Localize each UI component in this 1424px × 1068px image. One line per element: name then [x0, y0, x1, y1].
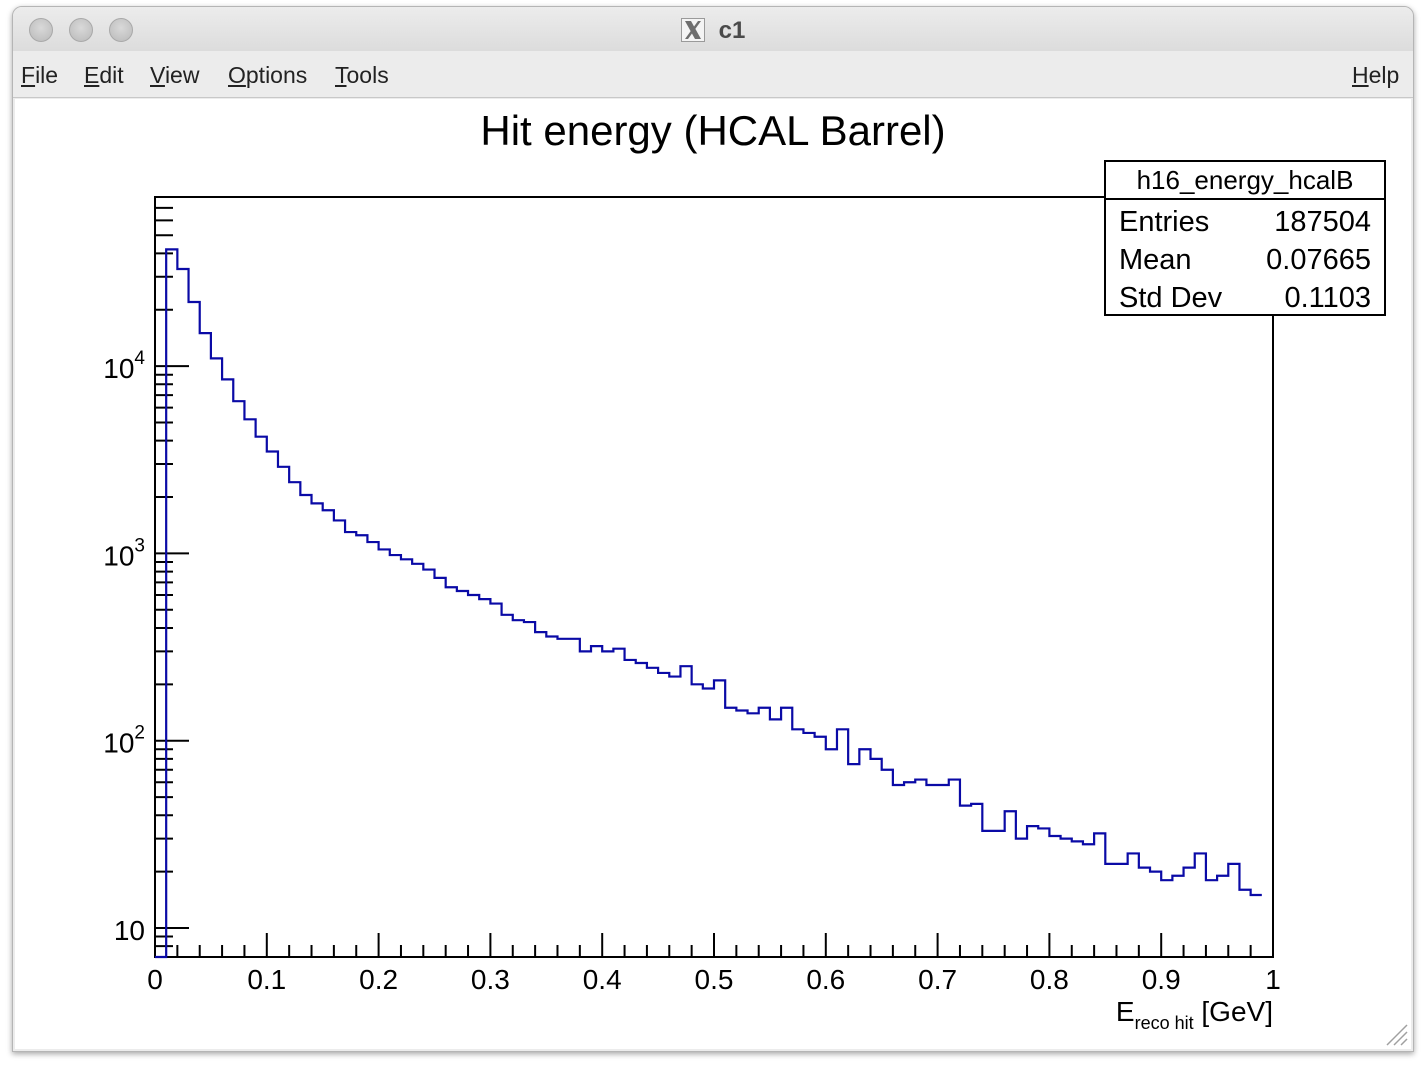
stats-entries-value: 187504 — [1274, 206, 1371, 238]
x-tick-label: 0.8 — [1030, 964, 1069, 995]
x-tick-label: 1 — [1265, 964, 1281, 995]
title-bar[interactable]: c1 — [13, 7, 1413, 51]
y-tick-labels: 10 102 103 104 — [103, 348, 145, 946]
stats-mean-label: Mean — [1119, 244, 1192, 276]
stats-histogram-name: h16_energy_hcalB — [1137, 165, 1354, 195]
zoom-window-button[interactable] — [109, 18, 133, 42]
menu-edit[interactable]: Edit — [84, 62, 124, 88]
x-tick-label: 0.4 — [583, 964, 622, 995]
stats-entries-label: Entries — [1119, 206, 1209, 238]
stats-box-frame — [1104, 160, 1386, 316]
plot-title: Hit energy (HCAL Barrel) — [480, 107, 945, 154]
histogram-plot: Hit energy (HCAL Barrel) 0 0.1 0.2 0.3 0.4 0.… — [103, 107, 1386, 1033]
y-tick-label: 10 — [114, 915, 145, 946]
x-tick-label: 0.6 — [806, 964, 845, 995]
y-tick-label: 104 — [103, 348, 145, 384]
menu-help[interactable]: Help — [1352, 62, 1400, 88]
stats-box[interactable]: h16_energy_hcalB Entries 187504 Mean 0.0… — [1104, 160, 1386, 316]
menu-bar: File Edit View Options Tools Help — [13, 51, 1413, 98]
menu-file[interactable]: File — [21, 62, 59, 88]
stats-stddev-value: 0.1103 — [1284, 282, 1371, 314]
x-tick-label: 0 — [147, 964, 163, 995]
minimize-window-button[interactable] — [69, 18, 93, 42]
x-tick-label: 0.9 — [1142, 964, 1181, 995]
window-title: c1 — [718, 17, 746, 44]
menu-view[interactable]: View — [150, 62, 200, 88]
root-canvas-window: c1 File Edit View Options Tools Help Hit… — [12, 6, 1414, 1052]
axis-ticks — [154, 196, 1274, 958]
histogram-line — [155, 248, 1262, 959]
close-window-button[interactable] — [29, 18, 53, 42]
x-tick-label: 0.1 — [247, 964, 286, 995]
stats-stddev-label: Std Dev — [1119, 282, 1223, 314]
plot-canvas[interactable]: Hit energy (HCAL Barrel) 0 0.1 0.2 0.3 0.4 0.… — [15, 99, 1411, 1049]
x-tick-label: 0.3 — [471, 964, 510, 995]
x-axis-title: Ereco hit [GeV] — [1116, 996, 1273, 1033]
x-tick-label: 0.7 — [918, 964, 957, 995]
y-tick-label: 103 — [103, 535, 145, 571]
x-tick-labels: 0 0.1 0.2 0.3 0.4 0.5 0.6 0.7 0.8 0.9 1 — [147, 964, 1281, 995]
window-title-group: c1 — [13, 17, 1413, 45]
menu-tools[interactable]: Tools — [335, 62, 389, 88]
menu-options[interactable]: Options — [228, 62, 308, 88]
resize-grip-icon[interactable] — [1383, 1021, 1409, 1047]
y-tick-label: 102 — [103, 723, 145, 759]
x-tick-label: 0.2 — [359, 964, 398, 995]
stats-mean-value: 0.07665 — [1266, 244, 1371, 276]
x-tick-label: 0.5 — [695, 964, 734, 995]
x11-icon — [680, 18, 705, 42]
